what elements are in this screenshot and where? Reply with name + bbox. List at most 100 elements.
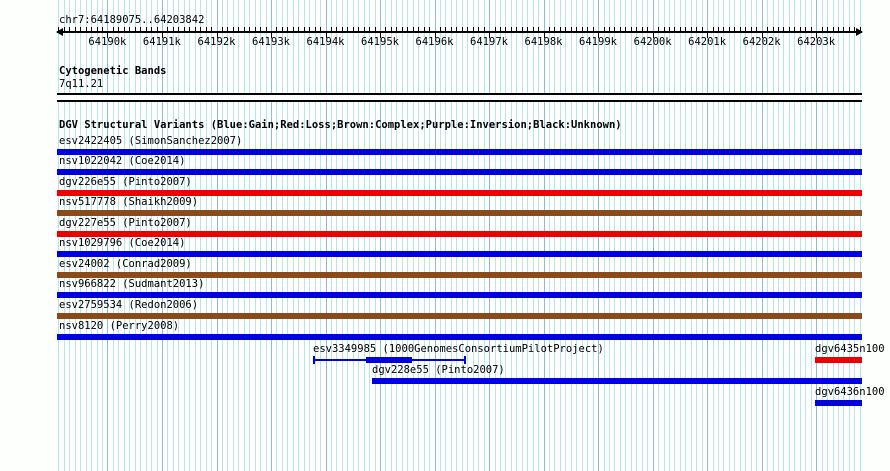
ruler-tick-label: 64196k [415, 36, 454, 48]
ruler-minor-tick [587, 27, 589, 31]
ruler-minor-tick [630, 27, 632, 31]
ruler-minor-tick [183, 27, 185, 31]
ruler-minor-tick [696, 27, 698, 31]
variant-bar-loss[interactable] [57, 189, 862, 196]
ruler-minor-tick [347, 27, 349, 31]
ruler-major-tick [761, 33, 763, 38]
ruler-minor-tick [565, 27, 567, 31]
ruler-minor-tick [243, 27, 245, 31]
ruler-minor-tick [467, 27, 469, 31]
ruler-tick-label: 64192k [197, 36, 236, 48]
variant-label: nsv1022042 (Coe2014) [59, 155, 186, 168]
ruler-minor-tick [827, 27, 828, 31]
ruler-major-tick [816, 33, 818, 38]
ruler-minor-tick [58, 27, 60, 31]
ruler-minor-tick [668, 27, 670, 31]
ruler-minor-tick [472, 27, 474, 31]
ruler-minor-tick [767, 27, 768, 31]
variant-bar-loss[interactable] [57, 230, 862, 237]
ruler-minor-tick [63, 27, 65, 31]
ruler-tick-label: 64193k [252, 36, 290, 48]
ruler-major-tick [598, 33, 599, 38]
ruler-tick-label: 64198k [524, 36, 563, 48]
variant-bar-gain[interactable] [57, 333, 862, 340]
variant-bar-complex[interactable] [57, 271, 862, 278]
ruler-minor-tick [254, 27, 256, 31]
variant-label: nsv1029796 (Coe2014) [59, 237, 186, 250]
ruler-minor-tick [112, 27, 114, 31]
ruler-minor-tick [559, 27, 561, 31]
ruler-minor-tick [85, 27, 87, 31]
variant-label: esv24002 (Conrad2009) [59, 257, 192, 270]
variant-bar-gain[interactable] [57, 251, 862, 258]
ruler-minor-tick [718, 27, 719, 31]
ruler-tick-label: 64191k [142, 36, 181, 48]
ruler-minor-tick [374, 27, 376, 31]
ruler-minor-tick [211, 27, 212, 31]
ruler-minor-tick [663, 27, 665, 31]
ruler-major-tick [543, 33, 545, 38]
ruler-minor-tick [238, 27, 240, 31]
ruler-minor-tick [358, 27, 360, 31]
ruler-minor-tick [690, 27, 692, 31]
ruler-minor-tick [848, 27, 850, 31]
ruler-minor-tick [172, 27, 174, 31]
variant-bar-loss[interactable] [815, 357, 862, 363]
ruler-minor-tick [516, 27, 518, 31]
variant-label: esv2759534 (Redon2006) [59, 298, 199, 311]
ruler-minor-tick [772, 27, 774, 31]
ruler-minor-tick [456, 27, 458, 31]
ruler-minor-tick [647, 27, 649, 31]
ruler-minor-tick [570, 27, 572, 31]
ruler-major-tick [107, 33, 109, 38]
variant-bar-complex[interactable] [57, 210, 862, 217]
ruler-minor-tick [450, 27, 452, 31]
variant-bar-complex[interactable] [57, 312, 862, 319]
ruler-minor-tick [418, 27, 420, 31]
ruler-minor-tick [145, 27, 147, 31]
ruler-tick-label: 64202k [742, 36, 781, 48]
ruler-minor-tick [723, 27, 725, 31]
ruler-minor-tick [232, 27, 234, 31]
ruler-minor-tick [532, 27, 534, 31]
ruler-major-tick [325, 33, 327, 38]
variant-bar-gain[interactable] [57, 169, 862, 176]
ruler-minor-tick [843, 27, 845, 31]
ruler-minor-tick [260, 27, 262, 31]
ruler-minor-tick [538, 27, 540, 31]
region-coordinates-label: chr7:64189075..64203842 [59, 14, 205, 26]
ruler-minor-tick [178, 27, 180, 31]
ruler-minor-tick [96, 27, 98, 31]
variant-bar-gain[interactable] [366, 357, 412, 363]
ruler-minor-tick [194, 27, 196, 31]
variant-bar-gain[interactable] [57, 292, 862, 299]
ruler-minor-tick [396, 27, 398, 31]
variant-label: dgv227e55 (Pinto2007) [59, 216, 192, 229]
ruler-minor-tick [412, 27, 414, 31]
ruler-minor-tick [123, 27, 125, 31]
variant-bar-gain[interactable] [815, 400, 862, 406]
cytoband-rect[interactable] [57, 93, 862, 102]
ruler-minor-tick [478, 27, 480, 31]
ruler-minor-tick [363, 27, 365, 31]
ruler-minor-tick [527, 27, 529, 31]
ruler-minor-tick [794, 27, 796, 31]
ruler-minor-tick [712, 27, 714, 31]
variant-bar-gain[interactable] [372, 378, 862, 384]
ruler-minor-tick [129, 27, 131, 31]
ruler-minor-tick [445, 27, 447, 31]
ruler-major-tick [652, 33, 654, 38]
ruler-tick-label: 64190k [88, 36, 127, 48]
ruler-minor-tick [685, 27, 687, 31]
ruler-minor-tick [521, 27, 523, 31]
ruler-major-tick [216, 33, 218, 38]
ruler-minor-tick [854, 27, 856, 31]
ruler-minor-tick [429, 27, 431, 31]
ruler-tick-label: 64203k [797, 36, 836, 48]
ruler-minor-tick [74, 27, 76, 31]
ruler-minor-tick [336, 27, 338, 31]
variant-bar-gain[interactable] [57, 148, 862, 155]
ruler-minor-tick [320, 27, 321, 31]
ruler-minor-tick [281, 27, 283, 31]
